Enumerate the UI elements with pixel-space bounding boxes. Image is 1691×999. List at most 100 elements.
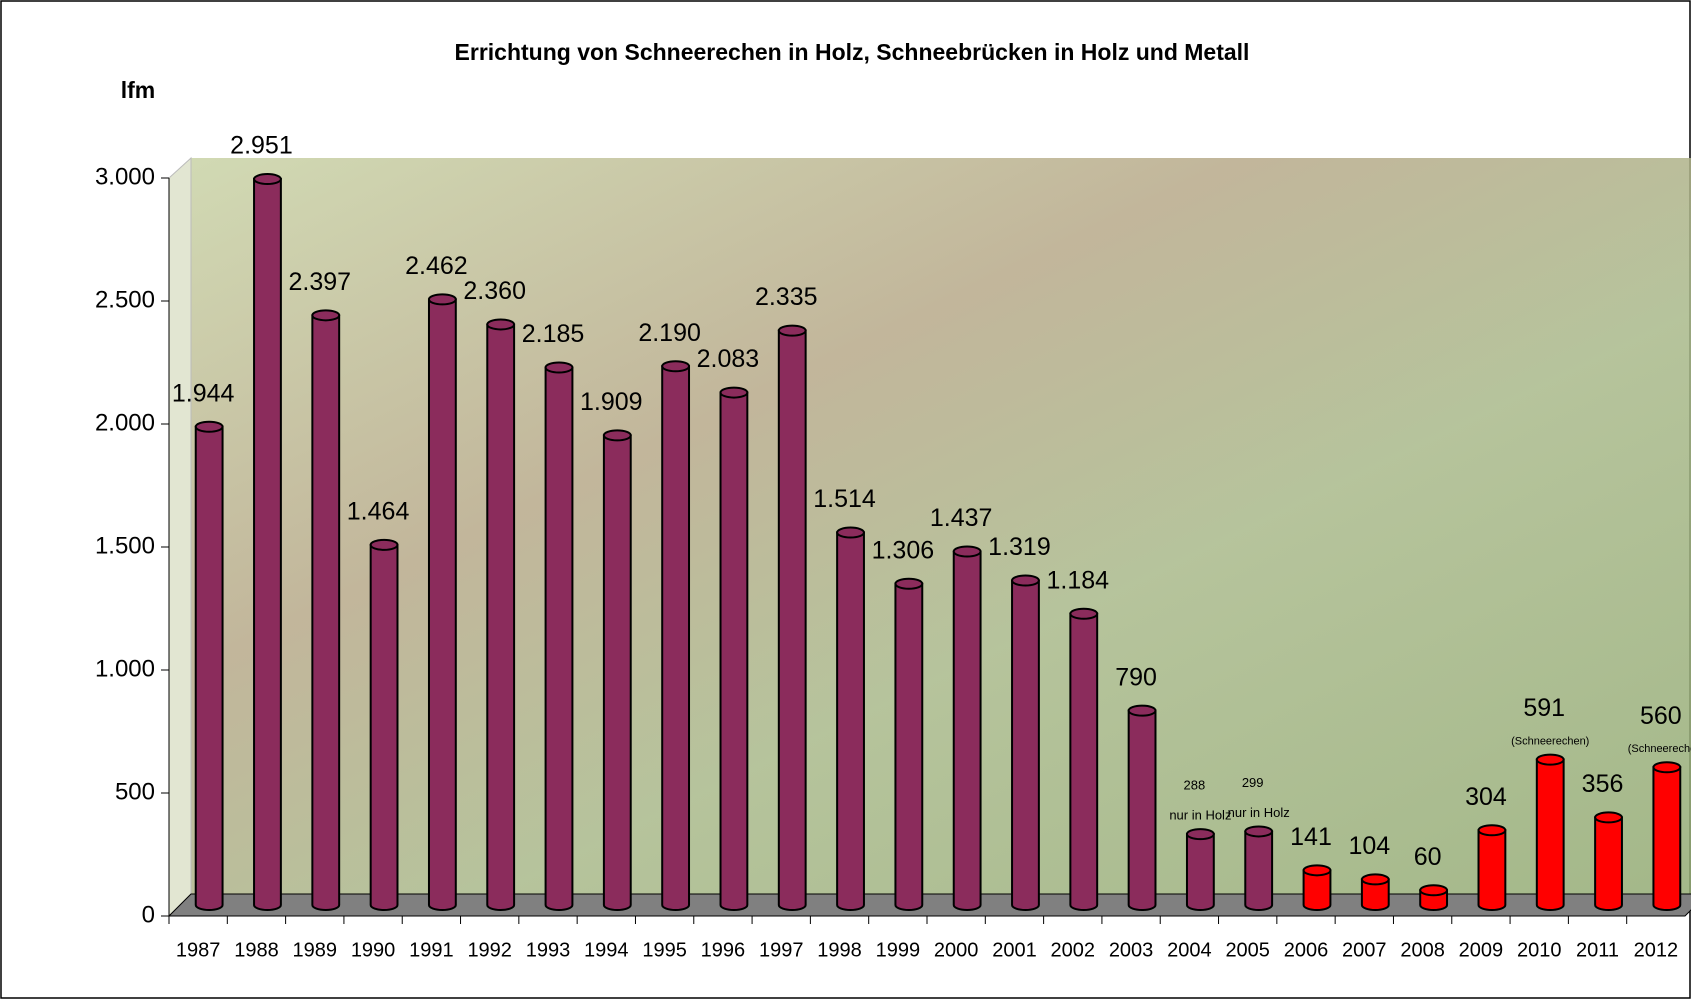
- bar: [894, 582, 924, 911]
- bar-top: [369, 538, 399, 551]
- x-tick-label: 2006: [1284, 939, 1329, 961]
- x-tick-label: 1999: [876, 939, 921, 961]
- x-tick-label: 2003: [1109, 939, 1154, 961]
- bar-top: [1594, 811, 1623, 824]
- bar: [1360, 878, 1390, 911]
- x-tick-label: 1989: [293, 939, 338, 961]
- bar: [1244, 830, 1274, 911]
- x-tick-label: 1988: [234, 939, 279, 961]
- bar-top: [602, 429, 632, 442]
- bar-top: [1535, 753, 1565, 766]
- x-tick-label: 1997: [759, 939, 804, 961]
- bar-top: [486, 318, 516, 331]
- value-label: 356: [1582, 770, 1624, 798]
- y-tick-label: 2.500: [95, 286, 155, 313]
- value-label: 1.306: [872, 536, 935, 564]
- bar-top: [1185, 828, 1215, 841]
- x-tick-label: 1994: [584, 939, 629, 961]
- value-label: 2.360: [463, 277, 526, 305]
- x-tick-label: 2010: [1517, 939, 1562, 961]
- x-tick-label: 2011: [1576, 939, 1619, 961]
- x-tick-label: 2002: [1051, 939, 1096, 961]
- value-label: 60: [1414, 843, 1442, 871]
- value-label: 141: [1290, 823, 1332, 851]
- bar-top: [777, 324, 807, 337]
- bar: [777, 329, 807, 911]
- bar-top: [253, 173, 282, 186]
- x-tick-label: 2007: [1342, 939, 1387, 961]
- bar: [661, 365, 691, 911]
- bar: [311, 314, 341, 911]
- x-tick-label: 1995: [642, 939, 687, 961]
- bar: [544, 366, 574, 911]
- bar-top: [1360, 873, 1390, 886]
- bar: [1594, 816, 1623, 911]
- value-label: 299: [1242, 775, 1264, 790]
- bar: [253, 178, 282, 911]
- x-tick-label: 1991: [409, 939, 454, 961]
- bar-top: [427, 293, 457, 306]
- bar-top: [1127, 704, 1157, 717]
- annotation: (Schneerechen): [1511, 736, 1589, 748]
- bar: [1652, 766, 1682, 911]
- bar-top: [1069, 607, 1099, 620]
- value-label: 560: [1640, 702, 1682, 730]
- x-tick-label: 2005: [1225, 939, 1270, 961]
- bar: [1477, 829, 1507, 911]
- bar-top: [894, 577, 924, 590]
- value-label: 1.319: [988, 533, 1051, 561]
- y-tick-label: 1.000: [95, 655, 155, 682]
- bar-top: [1244, 825, 1274, 838]
- bar: [1535, 758, 1565, 911]
- bar: [1069, 612, 1099, 911]
- bar: [602, 434, 632, 911]
- value-label: 591: [1523, 694, 1565, 722]
- bar-top: [1419, 884, 1449, 897]
- bar-top: [544, 361, 574, 374]
- annotation: nur in Holz: [1228, 805, 1290, 820]
- bar-top: [1477, 824, 1507, 837]
- bar-top: [1652, 761, 1682, 774]
- chart-title: Errichtung von Schneerechen in Holz, Sch…: [455, 39, 1250, 65]
- bar: [369, 543, 399, 911]
- y-tick-label: 1.500: [95, 532, 155, 559]
- annotation: nur in Holz: [1169, 808, 1231, 823]
- bar: [486, 323, 516, 911]
- value-label: 1.184: [1046, 566, 1109, 594]
- x-tick-label: 1993: [526, 939, 571, 961]
- value-label: 2.083: [697, 345, 760, 373]
- bar: [1127, 709, 1157, 911]
- x-tick-label: 2004: [1167, 939, 1212, 961]
- bar: [1011, 579, 1040, 911]
- bar: [194, 425, 224, 911]
- x-tick-label: 2001: [992, 939, 1037, 961]
- y-tick-label: 2.000: [95, 409, 155, 436]
- bar: [1302, 869, 1332, 911]
- bar-top: [661, 360, 691, 373]
- bar: [952, 550, 982, 911]
- annotation: (Schneerechen): [1628, 743, 1691, 755]
- value-label: 104: [1348, 832, 1390, 860]
- x-tick-label: 2012: [1634, 939, 1679, 961]
- value-label: 288: [1184, 778, 1206, 793]
- y-tick-label: 0: [142, 901, 155, 928]
- y-tick-label: 500: [115, 778, 155, 805]
- value-label: 1.437: [930, 504, 993, 532]
- value-label: 1.514: [813, 485, 876, 513]
- x-tick-label: 1992: [467, 939, 512, 961]
- bar: [836, 531, 865, 911]
- value-label: 790: [1115, 663, 1157, 691]
- bar-top: [311, 309, 341, 322]
- value-label: 2.185: [522, 320, 585, 348]
- value-label: 2.462: [405, 252, 468, 280]
- value-label: 2.335: [755, 283, 818, 311]
- bar: [1185, 833, 1215, 912]
- bar: [427, 298, 457, 911]
- side-wall: [168, 156, 192, 918]
- y-axis-label: lfm: [121, 77, 156, 103]
- value-label: 2.951: [230, 132, 293, 160]
- bar-top: [952, 545, 982, 558]
- x-tick-label: 1998: [817, 939, 862, 961]
